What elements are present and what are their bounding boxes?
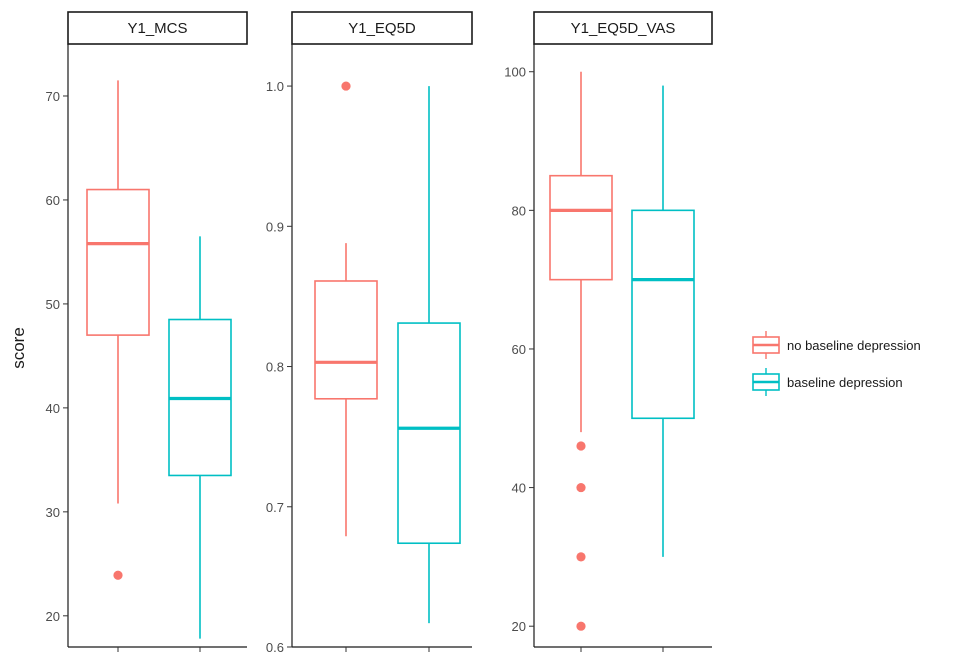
panel-title: Y1_EQ5D: [348, 20, 416, 37]
outlier-point: [576, 552, 586, 562]
box-iqr: [631, 209, 695, 420]
box-baseline-depression: [168, 236, 232, 639]
y-tick-label: 80: [512, 203, 526, 218]
y-tick-label: 0.9: [266, 219, 284, 234]
panel-y1-eq5d: Y1_EQ5D 0.6 0.7 0.8 0.9 1.0: [266, 11, 473, 654]
y-axis-title: score: [9, 327, 28, 369]
y-tick-label: 40: [46, 401, 60, 416]
y-tick-label: 20: [512, 619, 526, 634]
y-tick-label: 60: [46, 193, 60, 208]
legend-label: no baseline depression: [787, 338, 921, 353]
legend-item-no-baseline-depression: no baseline depression: [752, 331, 921, 359]
panel-strip: [291, 11, 473, 45]
y-tick-label: 0.7: [266, 500, 284, 515]
panel-title: Y1_MCS: [127, 20, 187, 37]
y-tick-label: 20: [46, 609, 60, 624]
outlier-point: [576, 621, 586, 631]
outlier-point: [113, 570, 123, 580]
box-iqr: [314, 280, 378, 400]
panel-title: Y1_EQ5D_VAS: [571, 20, 676, 37]
box-no-baseline-depression: [86, 80, 150, 580]
y-tick-label: 1.0: [266, 79, 284, 94]
box-no-baseline-depression: [549, 71, 613, 631]
box-baseline-depression: [397, 86, 461, 624]
box-iqr: [397, 322, 461, 545]
box-no-baseline-depression: [314, 81, 378, 537]
y-tick-label: 0.6: [266, 640, 284, 654]
y-tick-label: 70: [46, 89, 60, 104]
y-tick-label: 100: [504, 65, 526, 80]
legend-label: baseline depression: [787, 375, 903, 390]
panel-strip: [67, 11, 248, 45]
panel-y1-eq5d-vas: Y1_EQ5D_VAS 20 40 60 80 100: [504, 11, 713, 652]
y-tick-label: 40: [512, 481, 526, 496]
box-iqr: [86, 188, 150, 336]
outlier-point: [576, 482, 586, 493]
y-tick-label: 0.8: [266, 360, 284, 375]
outlier-point: [341, 81, 351, 91]
y-tick-label: 50: [46, 297, 60, 312]
panel-strip: [533, 11, 713, 45]
box-iqr: [549, 174, 613, 281]
panel-y1-mcs: Y1_MCS 20 30 40 50 60 70: [46, 11, 248, 652]
outlier-point: [576, 441, 586, 451]
y-tick-label: 60: [512, 342, 526, 357]
y-tick-label: 30: [46, 505, 60, 520]
box-baseline-depression: [631, 85, 695, 557]
legend-item-baseline-depression: baseline depression: [752, 368, 903, 396]
